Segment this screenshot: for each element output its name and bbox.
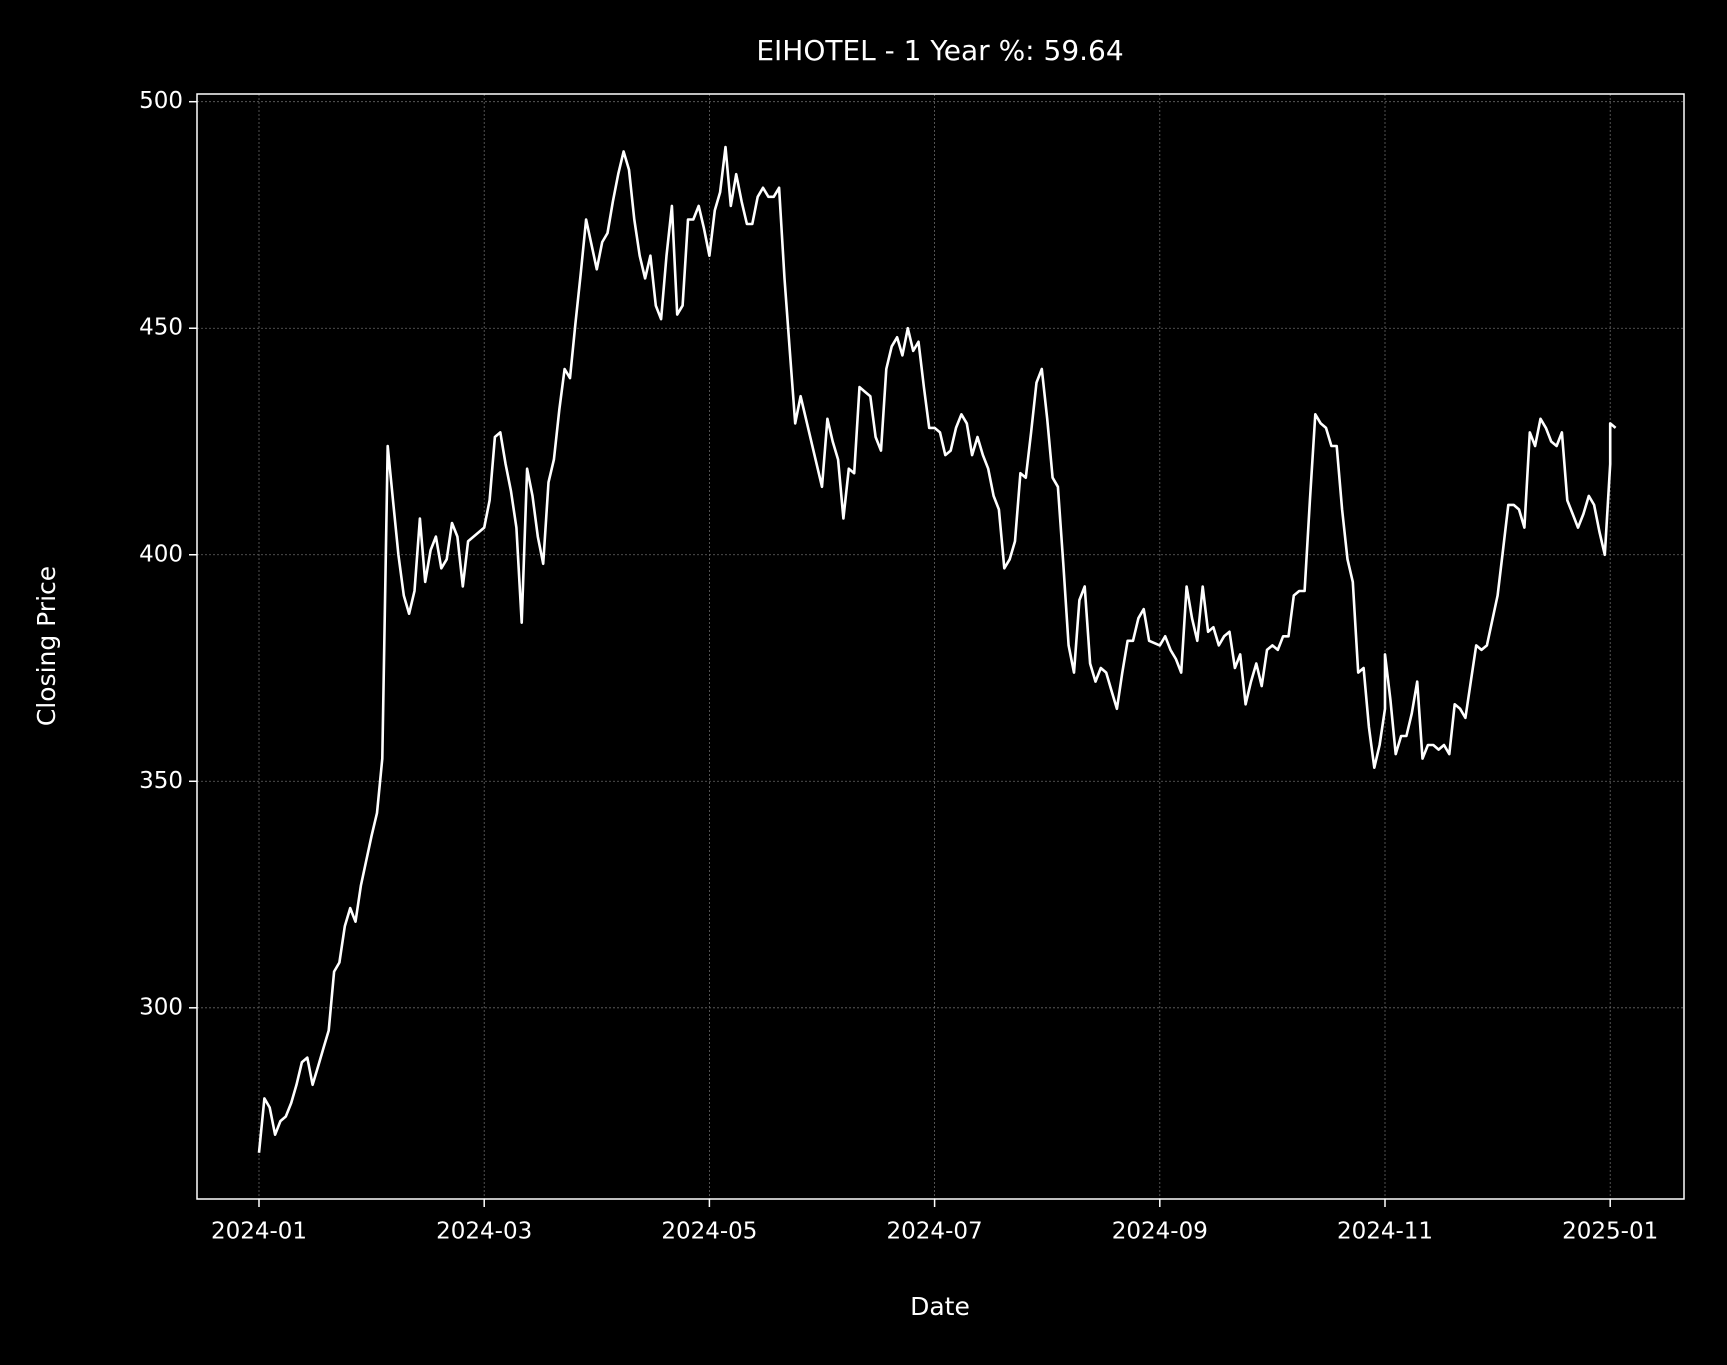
y-tick-label: 450	[139, 315, 183, 341]
x-tick-label: 2024-09	[1112, 1219, 1208, 1245]
y-tick-label: 300	[139, 994, 183, 1020]
x-tick-label: 2024-03	[436, 1219, 532, 1245]
y-tick-label: 500	[139, 88, 183, 114]
y-tick-label: 400	[139, 541, 183, 567]
x-tick-label: 2024-01	[211, 1219, 307, 1245]
x-tick-label: 2024-11	[1337, 1219, 1433, 1245]
price-line	[257, 145, 1617, 1153]
y-axis-label: Closing Price	[32, 566, 61, 726]
x-tick-label: 2024-05	[661, 1219, 757, 1245]
y-tick-label: 350	[139, 768, 183, 794]
x-tick-label: 2024-07	[887, 1219, 983, 1245]
x-tick-label: 2025-01	[1562, 1219, 1658, 1245]
chart-title: EIHOTEL - 1 Year %: 59.64	[756, 34, 1123, 67]
plot-frame	[196, 93, 1685, 1200]
x-axis-label: Date	[910, 1292, 970, 1321]
